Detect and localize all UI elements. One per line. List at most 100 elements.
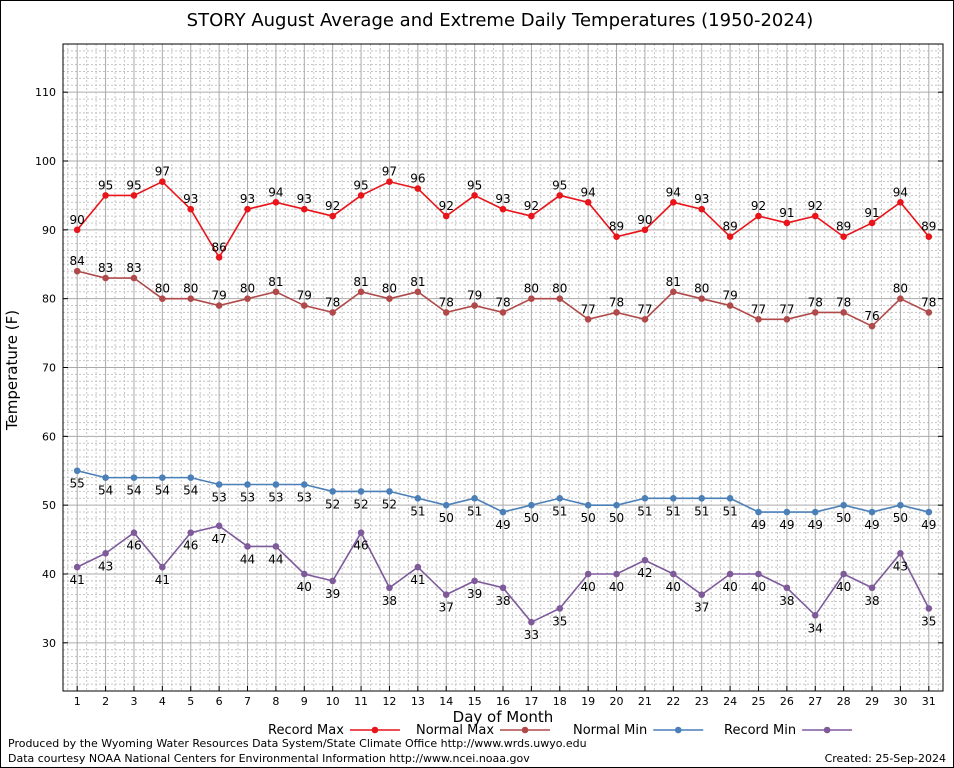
data-point (215, 481, 223, 488)
x-tick-label: 14 (439, 695, 453, 708)
data-label: 95 (552, 178, 567, 192)
data-point (272, 199, 280, 206)
data-point (102, 192, 109, 199)
data-point (811, 508, 819, 516)
data-point (329, 309, 336, 316)
data-point (102, 550, 109, 557)
y-tick-label: 60 (42, 430, 56, 443)
data-point (528, 501, 535, 509)
data-label: 86 (211, 240, 226, 254)
data-label: 50 (836, 511, 851, 525)
data-label: 49 (779, 518, 794, 532)
data-label: 94 (666, 185, 681, 199)
data-point (897, 501, 904, 509)
data-label: 94 (893, 185, 908, 199)
data-label: 50 (439, 511, 454, 525)
y-axis-label: Temperature (F) (3, 310, 21, 431)
x-tick-label: 31 (922, 695, 936, 708)
data-point (73, 467, 81, 475)
data-label: 46 (126, 539, 141, 553)
data-point (187, 295, 195, 302)
chart-title: STORY August Average and Extreme Daily T… (187, 10, 814, 31)
legend-marker (371, 726, 379, 734)
data-label: 51 (722, 504, 737, 518)
data-point (73, 267, 81, 275)
data-label: 81 (353, 275, 368, 289)
data-point (159, 474, 166, 481)
data-point (698, 591, 706, 598)
data-label: 83 (126, 261, 141, 275)
data-point (556, 192, 564, 199)
data-point (499, 508, 507, 516)
data-point (925, 508, 933, 516)
legend-marker (823, 726, 831, 734)
data-point (868, 322, 876, 330)
data-point (300, 570, 308, 578)
data-label: 40 (297, 580, 312, 594)
data-label: 79 (211, 289, 226, 303)
data-point (272, 288, 280, 296)
x-tick-label: 6 (216, 695, 223, 708)
data-label: 51 (666, 504, 681, 518)
data-point (925, 233, 933, 241)
data-point (925, 309, 933, 316)
data-point (471, 494, 478, 502)
data-label: 40 (581, 580, 596, 594)
data-label: 78 (921, 295, 936, 309)
series-record-min: 41 43 46 41 46 47 44 44 40 39 46 38 41 37 39 38 33 35 40 40… (70, 522, 936, 642)
data-label: 80 (155, 282, 170, 296)
data-point (868, 219, 876, 227)
data-point (414, 563, 422, 571)
data-label: 41 (410, 573, 425, 587)
data-label: 40 (751, 580, 766, 594)
data-point (811, 212, 819, 220)
data-label: 49 (808, 518, 823, 532)
data-point (726, 570, 734, 578)
data-point (641, 494, 649, 502)
data-label: 77 (779, 302, 794, 316)
data-label: 89 (609, 220, 624, 234)
data-point (73, 563, 81, 571)
data-point (499, 584, 507, 592)
x-tick-label: 23 (695, 695, 709, 708)
data-point (471, 302, 478, 309)
data-point (414, 288, 422, 296)
data-point (442, 309, 450, 316)
data-point (244, 295, 251, 302)
data-point (187, 205, 195, 213)
data-point (755, 212, 762, 220)
data-point (556, 605, 564, 612)
data-point (783, 219, 791, 227)
data-point (528, 212, 535, 220)
data-label: 80 (382, 282, 397, 296)
data-label: 39 (325, 587, 340, 601)
data-label: 51 (637, 504, 652, 518)
legend-label: Record Max (268, 723, 344, 738)
data-label: 49 (495, 518, 510, 532)
data-label: 47 (211, 532, 226, 546)
data-point (840, 309, 847, 316)
data-point (726, 302, 734, 309)
data-label: 78 (808, 295, 823, 309)
data-label: 35 (921, 614, 936, 628)
data-label: 39 (467, 587, 482, 601)
data-label: 52 (353, 497, 368, 511)
data-point (73, 226, 81, 234)
data-label: 51 (410, 504, 425, 518)
data-point (471, 192, 478, 199)
data-point (783, 584, 791, 592)
x-tick-label: 19 (581, 695, 595, 708)
data-label: 46 (183, 539, 198, 553)
data-label: 89 (921, 220, 936, 234)
y-tick-label: 90 (42, 224, 56, 237)
footer-created-date: Created: 25-Sep-2024 (824, 752, 946, 765)
x-tick-label: 12 (382, 695, 396, 708)
data-label: 50 (609, 511, 624, 525)
data-point (641, 316, 649, 323)
x-tick-label: 25 (751, 695, 765, 708)
data-label: 91 (779, 206, 794, 220)
x-tick-label: 16 (496, 695, 510, 708)
